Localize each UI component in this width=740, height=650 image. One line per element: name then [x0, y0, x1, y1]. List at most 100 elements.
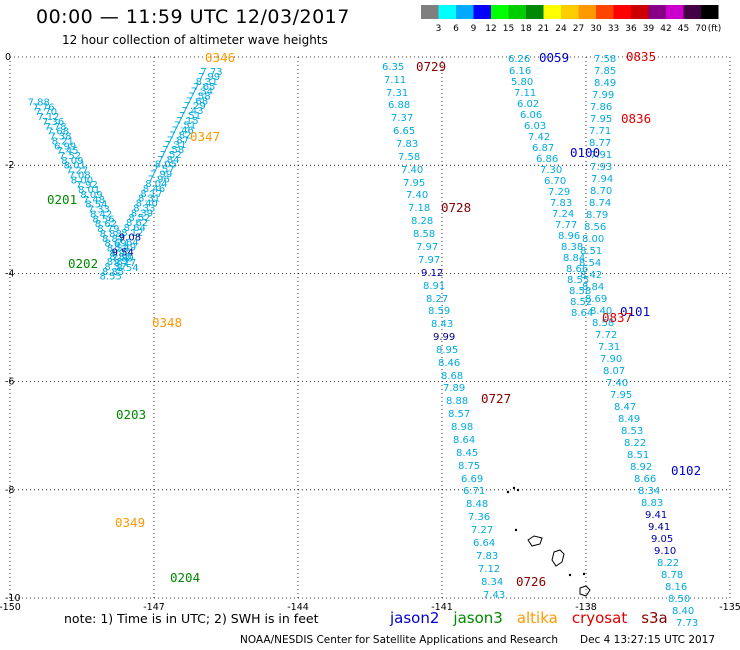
svg-text:0203: 0203: [116, 407, 146, 422]
svg-text:8.54: 8.54: [579, 258, 601, 269]
svg-text:8.57: 8.57: [448, 409, 470, 420]
wave-height-value: 8.85: [102, 267, 124, 278]
svg-text:6.87: 6.87: [532, 143, 554, 154]
x-tick-label: -138: [575, 602, 597, 613]
color-swatch: [456, 5, 474, 19]
svg-text:0201: 0201: [47, 192, 77, 207]
svg-text:8.70: 8.70: [590, 186, 612, 197]
wave-height-value: 7.65: [193, 82, 215, 93]
wave-height-value: 7.70: [35, 107, 57, 118]
svg-text:6.65: 6.65: [393, 126, 415, 137]
svg-text:6.88: 6.88: [388, 100, 410, 111]
svg-text:6.86: 6.86: [536, 154, 558, 165]
svg-text:8.88: 8.88: [446, 396, 468, 407]
wave-height-value: 9.54: [112, 247, 134, 258]
wave-height-value: 7.31: [164, 140, 186, 151]
svg-text:6.02: 6.02: [517, 99, 539, 110]
svg-text:6.26: 6.26: [508, 54, 530, 65]
svg-text:8.95: 8.95: [436, 345, 458, 356]
svg-text:8.49: 8.49: [618, 414, 640, 425]
svg-text:8.34: 8.34: [638, 486, 660, 497]
svg-text:0059: 0059: [539, 50, 569, 65]
svg-text:8.66: 8.66: [566, 264, 588, 275]
static-tracks: 6.357.11 7.316.88 7.376.65 7.837.58 7.40…: [382, 54, 698, 629]
svg-text:8.50: 8.50: [668, 594, 690, 605]
color-swatch: [473, 5, 491, 19]
svg-text:8.56: 8.56: [584, 222, 606, 233]
wave-height-value: 8.97: [109, 248, 131, 259]
svg-text:8.66: 8.66: [634, 474, 656, 485]
wave-height-value: 8.87: [102, 234, 124, 245]
data-tracks: 7.887.767.707.127.367.787.687.388.216.99…: [28, 67, 223, 282]
wave-height-value: 7.58: [188, 91, 210, 102]
svg-text:8.68: 8.68: [441, 371, 463, 382]
svg-text:7.12: 7.12: [478, 564, 500, 575]
wave-height-value: 6.99: [54, 141, 76, 152]
svg-text:0726: 0726: [516, 574, 546, 589]
wave-height-value: 7.48: [83, 195, 105, 206]
legend-jason2: jason2: [390, 609, 440, 627]
color-scale-label: 24: [555, 24, 567, 34]
wave-height-value: 7.82: [169, 130, 191, 141]
wave-height-value: 7.34: [191, 87, 213, 98]
wave-height-value: 7.99: [198, 72, 220, 83]
wave-height-value: 8.52: [128, 213, 150, 224]
plot-grid: [9, 56, 731, 599]
svg-text:8.84: 8.84: [563, 253, 585, 264]
y-tick-label: -4: [5, 268, 14, 279]
svg-text:8.96: 8.96: [558, 231, 580, 242]
wave-height-value: 8.05: [155, 160, 177, 171]
wave-height-value: 7.96: [148, 174, 170, 185]
color-swatch: [683, 5, 701, 19]
svg-text:6.69: 6.69: [461, 474, 483, 485]
wave-height-value: 7.51: [179, 111, 201, 122]
svg-text:0836: 0836: [621, 111, 651, 126]
svg-text:0346: 0346: [205, 50, 235, 65]
footer-credit: NOAA/NESDIS Center for Satellite Applica…: [240, 634, 558, 646]
svg-text:6.06: 6.06: [520, 110, 542, 121]
wave-height-value: 8.55: [100, 272, 122, 283]
wave-height-value: 8.31: [138, 194, 160, 205]
color-scale-label: 12: [485, 24, 496, 34]
svg-text:6.03: 6.03: [524, 121, 546, 132]
wave-height-value: 8.62: [126, 218, 148, 229]
color-swatch: [701, 5, 719, 19]
svg-text:0835: 0835: [626, 49, 656, 64]
svg-text:7.40: 7.40: [401, 165, 423, 176]
x-tick-label: -150: [0, 602, 21, 613]
svg-text:8.64: 8.64: [453, 435, 475, 446]
color-scale-label: 3: [436, 24, 442, 34]
wave-height-value: 8.40: [136, 199, 158, 210]
svg-text:8.00: 8.00: [582, 234, 604, 245]
svg-text:7.72: 7.72: [595, 330, 617, 341]
wave-height-value: 8.62: [95, 219, 117, 230]
svg-text:8.53: 8.53: [621, 426, 643, 437]
wave-height-value: 8.46: [143, 184, 165, 195]
wave-height-value: 7.64: [116, 238, 138, 249]
svg-text:7.77: 7.77: [555, 220, 577, 231]
svg-text:7.31: 7.31: [386, 88, 408, 99]
color-swatch: [508, 5, 526, 19]
svg-text:7.95: 7.95: [610, 390, 632, 401]
svg-text:7.83: 7.83: [476, 551, 498, 562]
x-tick-label: -135: [719, 602, 740, 613]
color-scale-label: 45: [678, 24, 689, 34]
svg-text:8.16: 8.16: [665, 582, 687, 593]
svg-text:7.58: 7.58: [398, 152, 420, 163]
wave-height-value: 7.29: [184, 101, 206, 112]
x-tick-label: -141: [431, 602, 453, 613]
svg-text:9.12: 9.12: [421, 268, 443, 279]
wave-height-value: 8.12: [121, 228, 143, 239]
wave-height-value: 8.54: [85, 200, 107, 211]
wave-height-value: 8.00: [71, 175, 93, 186]
wave-height-value: 7.43: [181, 106, 203, 117]
svg-text:6.70: 6.70: [544, 176, 566, 187]
color-scale-label: 42: [660, 24, 671, 34]
color-scale-label: 70: [695, 24, 707, 34]
wave-height-value: 7.88: [28, 97, 50, 108]
wave-height-value: 7.52: [160, 150, 182, 161]
color-scale-label: 27: [573, 24, 584, 34]
svg-text:8.98: 8.98: [451, 422, 473, 433]
svg-text:6.71: 6.71: [463, 486, 485, 497]
svg-text:8.77: 8.77: [589, 138, 611, 149]
